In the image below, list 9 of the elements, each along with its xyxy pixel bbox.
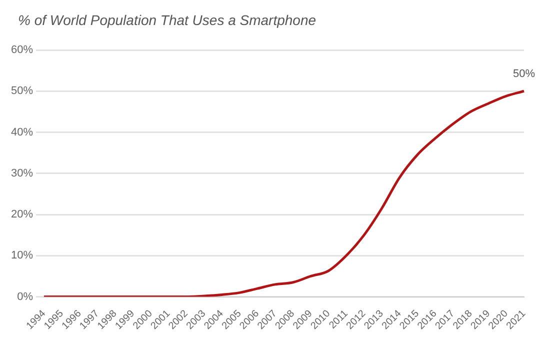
y-tick-label: 40% — [10, 126, 34, 138]
y-tick-label: 10% — [10, 250, 34, 262]
y-tick-label: 50% — [10, 85, 34, 98]
data-label: 50% — [512, 68, 536, 80]
y-tick-label: 0% — [17, 290, 34, 303]
y-tick-label: 30% — [10, 167, 34, 180]
y-tick-label: 20% — [10, 208, 34, 221]
y-tick-label: 60% — [10, 44, 34, 56]
chart-title: % of World Population That Uses a Smartphone — [17, 11, 318, 30]
